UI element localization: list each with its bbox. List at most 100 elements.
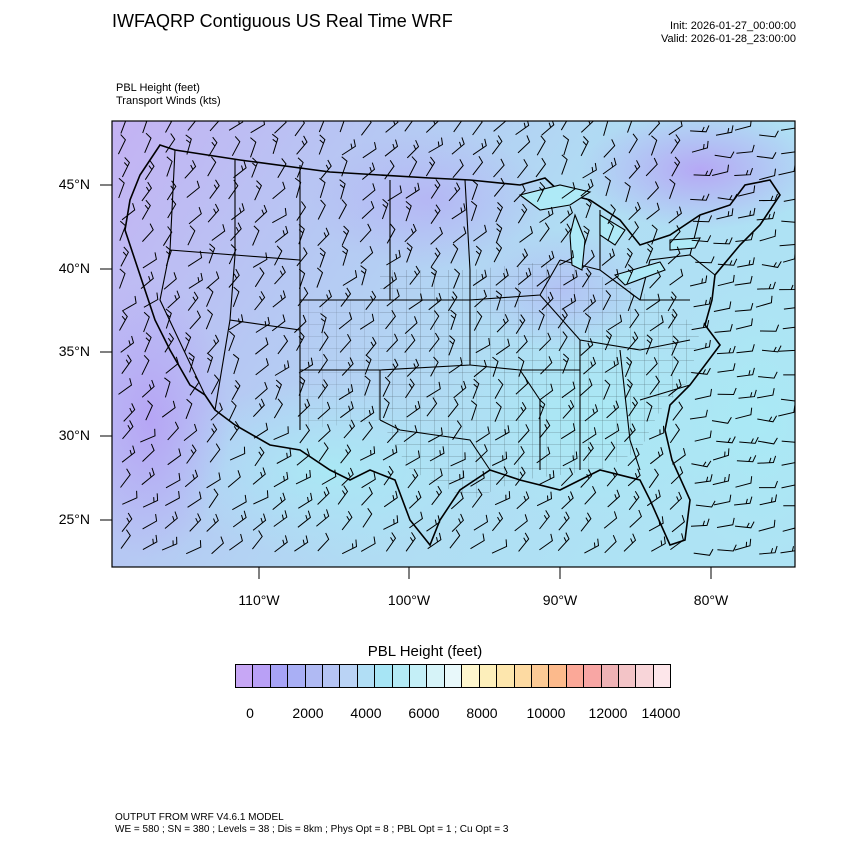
wind-barb bbox=[384, 160, 395, 180]
wind-barb bbox=[143, 292, 159, 308]
wind-barb bbox=[188, 352, 195, 373]
wind-barb bbox=[428, 137, 444, 153]
wind-barb bbox=[448, 357, 463, 374]
wind-barb bbox=[759, 130, 779, 138]
wind-barb bbox=[559, 250, 574, 266]
wind-barb bbox=[404, 223, 417, 243]
wind-barb bbox=[227, 470, 241, 488]
wind-barb bbox=[360, 405, 375, 423]
wind-barb bbox=[669, 423, 681, 444]
wind-barb bbox=[319, 177, 326, 199]
wind-barb bbox=[492, 356, 499, 377]
wind-barb bbox=[187, 121, 197, 131]
wind-barb bbox=[579, 378, 593, 397]
wind-barb bbox=[365, 290, 377, 311]
wind-barb bbox=[602, 290, 612, 311]
wind-barb bbox=[472, 138, 487, 156]
wind-barb bbox=[473, 310, 483, 331]
wind-barb bbox=[538, 332, 552, 351]
colorbar-swatch bbox=[340, 665, 358, 687]
wind-barb bbox=[231, 203, 245, 221]
wind-barb bbox=[341, 245, 349, 266]
wind-barb bbox=[231, 136, 241, 157]
wind-barb bbox=[189, 513, 202, 532]
wind-barb bbox=[645, 334, 653, 355]
wind-barb bbox=[471, 179, 479, 200]
wind-barb bbox=[426, 397, 438, 417]
map-area bbox=[112, 121, 795, 567]
wind-barb bbox=[430, 179, 441, 199]
wind-barb bbox=[118, 177, 125, 199]
wind-barb bbox=[646, 202, 660, 220]
wind-barb bbox=[318, 442, 329, 462]
wind-barb bbox=[558, 331, 568, 352]
wind-barb bbox=[582, 249, 595, 268]
wind-barb bbox=[691, 460, 712, 468]
wind-barb bbox=[408, 156, 418, 177]
wind-barb bbox=[427, 532, 442, 550]
wind-barb bbox=[516, 491, 530, 510]
wind-barb bbox=[206, 513, 219, 532]
wind-barb bbox=[604, 176, 611, 197]
wind-barb bbox=[255, 316, 270, 333]
wind-barb bbox=[648, 468, 660, 489]
wind-barb bbox=[629, 308, 640, 329]
time-info: Init: 2026-01-27_00:00:00 Valid: 2026-01… bbox=[661, 20, 796, 46]
wind-barb bbox=[255, 358, 269, 376]
wind-barb bbox=[209, 443, 221, 463]
wind-barb bbox=[627, 468, 641, 487]
wind-barb bbox=[518, 267, 532, 286]
wind-barb bbox=[757, 281, 776, 290]
wind-barb bbox=[735, 476, 753, 488]
wind-barb bbox=[274, 225, 289, 243]
wind-barb bbox=[275, 379, 282, 400]
wind-barb bbox=[783, 307, 795, 310]
wind-barb bbox=[557, 309, 568, 329]
wind-barb bbox=[382, 397, 390, 419]
wind-barb bbox=[689, 275, 708, 287]
wind-barb bbox=[583, 356, 597, 375]
wind-barb bbox=[250, 137, 257, 158]
wind-barb bbox=[341, 225, 350, 246]
wind-barb bbox=[783, 198, 795, 202]
wind-barb bbox=[120, 335, 135, 353]
wind-barb bbox=[296, 201, 307, 221]
wind-barb bbox=[627, 290, 635, 312]
wind-barb bbox=[339, 121, 345, 133]
wind-barb bbox=[628, 160, 641, 179]
colorbar-swatch bbox=[392, 665, 411, 687]
wind-barb bbox=[383, 515, 399, 530]
wind-barb bbox=[361, 201, 375, 219]
colorbar-swatch bbox=[375, 665, 393, 687]
county-lines bbox=[380, 260, 700, 500]
wind-barb bbox=[582, 427, 597, 444]
wind-barb bbox=[737, 257, 755, 268]
wind-barb bbox=[452, 159, 464, 179]
wind-barb bbox=[717, 387, 737, 396]
wind-barb bbox=[671, 514, 685, 533]
wind-barb bbox=[473, 359, 487, 378]
wind-barb bbox=[165, 133, 176, 153]
colorbar-swatch bbox=[497, 665, 515, 687]
wind-barb bbox=[582, 294, 596, 312]
wind-barb bbox=[713, 301, 732, 312]
wind-barb bbox=[756, 211, 776, 221]
wind-barb bbox=[209, 121, 220, 132]
wind-barb bbox=[430, 356, 439, 377]
wind-barb bbox=[714, 151, 735, 159]
wind-barb bbox=[739, 436, 759, 444]
wind-barb bbox=[495, 290, 503, 311]
wind-barb bbox=[430, 247, 441, 268]
wind-barb bbox=[539, 510, 550, 530]
wind-barb bbox=[780, 546, 795, 554]
wind-barb bbox=[361, 486, 373, 506]
wind-barb bbox=[385, 121, 399, 133]
wind-barb bbox=[320, 313, 327, 334]
wind-barb bbox=[691, 140, 709, 153]
wind-barb bbox=[428, 292, 442, 311]
wind-barb bbox=[513, 183, 526, 203]
wind-barb bbox=[649, 447, 664, 465]
wind-barb bbox=[515, 376, 529, 395]
wind-barb bbox=[693, 339, 711, 352]
wind-barb bbox=[716, 345, 736, 355]
